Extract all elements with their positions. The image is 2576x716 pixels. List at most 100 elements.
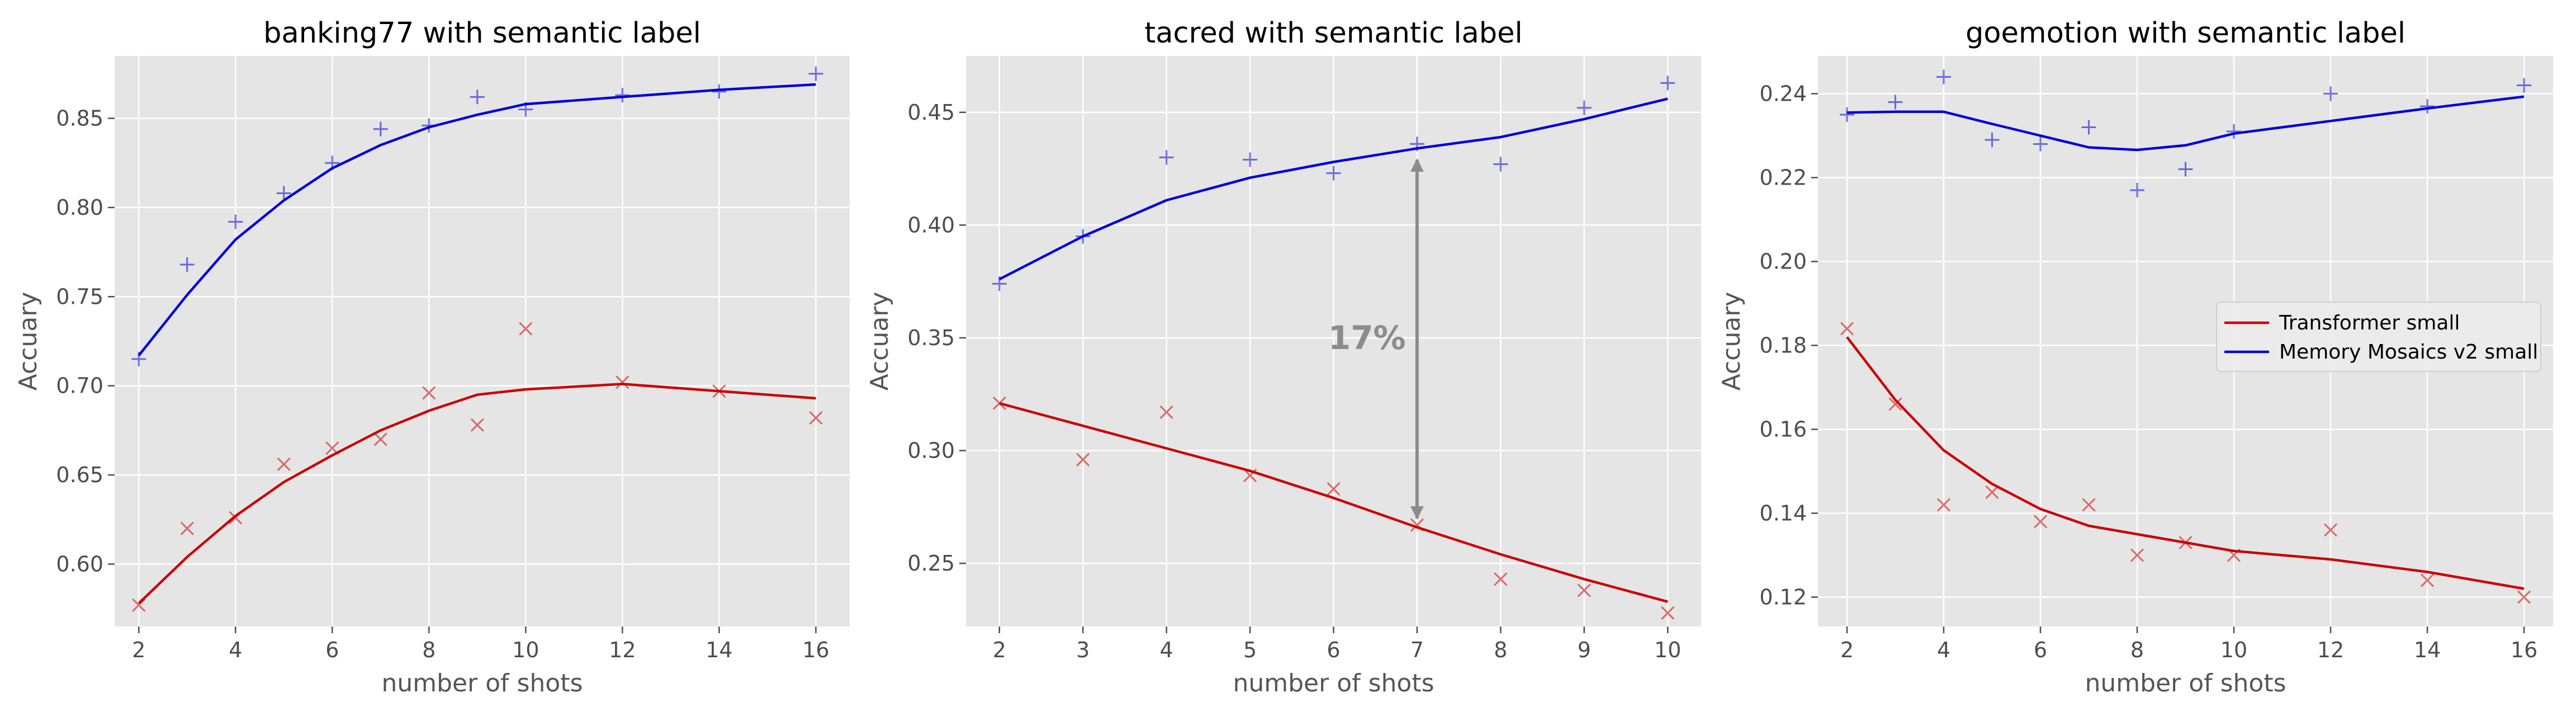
memory-mosaics-data-point (1839, 107, 1854, 122)
memory-mosaics-data-point (615, 88, 630, 103)
x-marker-stroke (2227, 548, 2241, 562)
x-marker-stroke (2517, 590, 2531, 604)
transformer-data-point (615, 375, 629, 389)
chart-title: goemotion with semantic label (1966, 17, 2405, 50)
transformer-data-point (1243, 468, 1257, 482)
x-marker-stroke (1159, 405, 1173, 420)
x-marker-stroke (2323, 523, 2338, 537)
x-tick-label: 4 (1160, 638, 1173, 662)
x-tick-label: 8 (1494, 638, 1507, 662)
memory-mosaics-data-point (1076, 229, 1091, 244)
chart-panel-1: 0.60 0.65 0.70 0.75 0.80 0.85 2 4 6 8 10 12 14 16 bank… (14, 17, 850, 698)
x-marker-stroke (1936, 498, 1950, 512)
x-marker-stroke (1327, 482, 1341, 496)
transformer-data-point (2082, 498, 2096, 512)
x-tick-label: 9 (1578, 638, 1591, 662)
x-tick-label: 16 (802, 638, 829, 662)
difference-annotation: 17% (1328, 319, 1406, 357)
memory-mosaics-data-point (992, 276, 1007, 291)
x-marker-stroke (2082, 498, 2096, 512)
memory-mosaics-data-point (2517, 78, 2532, 93)
legend-box (2216, 302, 2541, 372)
transformer-data-point (519, 322, 533, 336)
y-tick-label: 0.45 (907, 100, 955, 125)
memory-mosaics-data-point (2420, 99, 2435, 114)
memory-mosaics-data-point (808, 66, 823, 81)
y-tick-label: 0.12 (1759, 585, 1807, 610)
y-axis-label: Accuary (865, 292, 894, 391)
memory-mosaics-data-point (1326, 166, 1341, 181)
memory-mosaics-data-point (2323, 86, 2338, 101)
transformer-data-point (1410, 518, 1424, 532)
chart-title: banking77 with semantic label (263, 17, 701, 50)
y-tick-label: 0.75 (56, 284, 103, 309)
transformer-data-point (2179, 535, 2193, 550)
transformer-data-point (1494, 572, 1508, 586)
y-tick-label: 0.80 (56, 195, 103, 220)
legend-label: Transformer small (2279, 312, 2460, 335)
transformer-data-point (1661, 606, 1675, 620)
memory-mosaics-data-point (228, 214, 243, 229)
x-axis-label: number of shots (1233, 669, 1434, 698)
x-tick-label: 7 (1410, 638, 1424, 662)
transformer-data-point (2130, 548, 2144, 562)
transformer-data-point (712, 384, 726, 398)
x-axis-label: number of shots (2085, 669, 2286, 698)
transformer-fit-line (999, 402, 1668, 603)
y-tick-label: 0.70 (56, 374, 103, 398)
x-tick-label: 14 (705, 638, 732, 662)
transformer-data-point (229, 511, 243, 525)
y-tick-label: 0.24 (1759, 82, 1807, 106)
x-marker-stroke (1577, 583, 1591, 597)
memory-mosaics-data-point (2227, 124, 2242, 139)
transformer-data-point (1936, 498, 1950, 512)
x-tick-label: 10 (2220, 638, 2247, 662)
memory-mosaics-data-point (179, 257, 195, 272)
chart-panel-2: 0.25 0.30 0.35 0.40 0.45 2 3 4 5 6 7 8 9 10 tacred wit… (865, 17, 1701, 698)
transformer-data-point (422, 386, 436, 400)
y-tick-label: 0.30 (907, 439, 955, 463)
transformer-data-point (809, 411, 823, 425)
y-tick-label: 0.18 (1759, 333, 1807, 358)
x-marker-stroke (809, 411, 823, 425)
plot-background (115, 56, 850, 626)
memory-mosaics-data-point (1493, 157, 1508, 172)
x-tick-label: 4 (1937, 638, 1950, 662)
x-marker-stroke (519, 322, 533, 336)
x-marker-stroke (1840, 322, 1854, 336)
x-tick-label: 2 (132, 638, 145, 662)
x-tick-label: 10 (512, 638, 539, 662)
memory-mosaics-data-point (1660, 76, 1675, 91)
x-marker-stroke (1410, 518, 1424, 532)
x-marker-stroke (1494, 572, 1508, 586)
chart-panel-3: 0.12 0.14 0.16 0.18 0.20 0.22 0.24 2 4 6 8 10 12 14 16… (1717, 17, 2553, 698)
memory-mosaics-data-point (1985, 133, 2000, 147)
y-tick-label: 0.35 (907, 326, 955, 350)
transformer-data-point (2227, 548, 2241, 562)
memory-mosaics-data-point (1243, 152, 1258, 167)
memory-mosaics-data-point (2081, 120, 2096, 135)
memory-mosaics-data-point (2033, 136, 2048, 152)
transformer-data-point (2421, 573, 2435, 587)
chart-title: tacred with semantic label (1144, 17, 1522, 50)
transformer-data-point (132, 598, 146, 612)
y-tick-label: 0.20 (1759, 249, 1807, 274)
x-marker-stroke (712, 384, 726, 398)
x-marker-stroke (325, 441, 339, 455)
transformer-fit-line (138, 383, 816, 605)
x-tick-label: 5 (1243, 638, 1257, 662)
x-marker-stroke (132, 598, 146, 612)
memory-mosaics-fit-line (1846, 95, 2525, 152)
memory-mosaics-data-point (2178, 162, 2193, 177)
transformer-data-point (1577, 583, 1591, 597)
memory-mosaics-fit-line (998, 97, 1668, 281)
memory-mosaics-data-point (422, 118, 437, 133)
x-marker-stroke (1985, 485, 1999, 500)
y-tick-label: 0.22 (1759, 166, 1807, 190)
x-tick-label: 12 (609, 638, 636, 662)
x-tick-label: 3 (1076, 638, 1090, 662)
transformer-data-point (325, 441, 339, 455)
y-axis-label: Accuary (1717, 292, 1746, 391)
x-marker-stroke (1243, 468, 1257, 482)
x-marker-stroke (470, 418, 484, 432)
